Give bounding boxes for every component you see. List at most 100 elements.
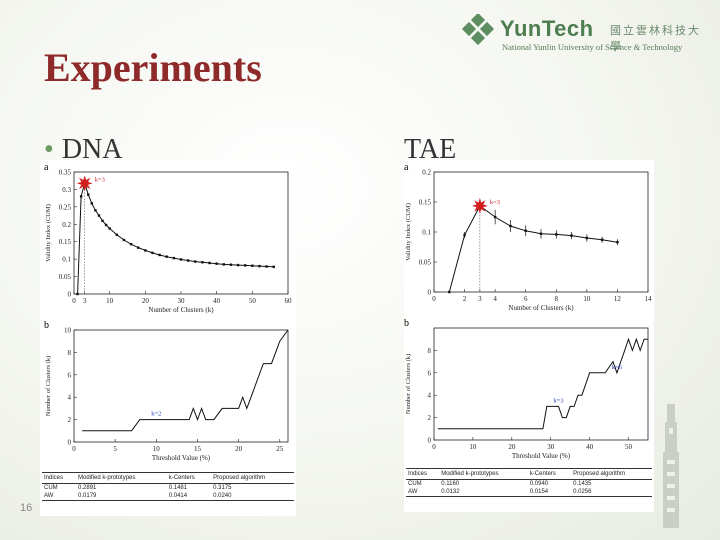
dna-a-ytick-label: 0.15 <box>59 238 72 246</box>
table-row: AW 0.0132 0.0154 0.0256 <box>406 488 652 497</box>
dna-a-data-point <box>115 233 118 236</box>
dna-charts: a0 3 10 20 30 40 50 6000.050.10.150.20.250.30.3… <box>44 162 292 462</box>
dna-b-ytick-label: 0 <box>68 439 72 447</box>
dna-b-xtick-label: 20 <box>235 445 243 453</box>
dna-a-data-point <box>222 263 225 266</box>
dna-a-data-point <box>236 263 240 267</box>
tae-a-ytick-label: 0.1 <box>422 229 431 237</box>
slide-title: Experiments <box>44 45 262 90</box>
dna-a-chart: a0 3 10 20 30 40 50 6000.050.10.150.20.250.30.3… <box>44 162 292 314</box>
dna-a-data-point <box>90 202 94 205</box>
dna-b-annotation-label: k=2 <box>151 411 161 418</box>
dna-a-data-point <box>122 238 126 242</box>
tae-charts: a 0 2 3 4 6 8 10 12 14 0 0.05 0.1 0.15 0.2 Number of Cl… <box>404 162 652 460</box>
tae-b-ylabel: Number of Clusters (k) <box>405 354 412 414</box>
clock-tower-decoration-icon <box>663 404 679 528</box>
tae-a-panel-label: a <box>404 162 409 173</box>
dna-a-xtick-label: 30 <box>178 297 186 305</box>
tae-a-xtick-label: 2 <box>463 295 467 303</box>
table-row: CUM 0.1160 0.0940 0.1435 <box>406 480 652 489</box>
tae-b-chart: b 0 10 20 30 40 50 0 2 4 6 8 Threshold Value (%) Numb… <box>404 318 649 460</box>
dna-b-xtick-label: 0 <box>72 445 76 453</box>
dna-a-data-point <box>272 265 275 269</box>
tae-a-ytick-label: 0 <box>428 289 432 297</box>
dna-a-data-point <box>101 219 104 222</box>
dna-a-data-point <box>76 292 79 296</box>
dna-a-data-point <box>215 262 218 265</box>
tae-a-xlabel: Number of Clusters (k) <box>508 304 574 312</box>
dna-b-ytick-label: 6 <box>68 371 72 379</box>
dna-a-series-line <box>77 181 274 295</box>
dna-b-ytick-label: 8 <box>68 349 72 357</box>
dna-a-data-point <box>179 258 183 261</box>
dna-a-xtick-label: 50 <box>249 297 256 305</box>
table-cell: 0.1435 <box>573 481 592 487</box>
tae-a-xtick-label: 8 <box>555 295 559 303</box>
dna-a-data-point <box>208 261 211 265</box>
dna-a-data-point <box>108 227 111 230</box>
dna-a-xlabel: Number of Clusters (k) <box>148 306 214 314</box>
tae-b-ytick-label: 6 <box>428 369 432 377</box>
dna-a-ytick-label: 0.3 <box>62 186 71 194</box>
tae-b-ytick-label: 4 <box>428 392 432 400</box>
table-cell: AW <box>406 488 440 497</box>
tae-a-ytick-label: 0.05 <box>419 259 432 267</box>
logo-emblem-icon <box>461 12 495 46</box>
dna-b-series-line <box>82 329 289 432</box>
logo-chinese-name: 國立雲林科技大學 <box>610 24 701 53</box>
dna-a-data-point <box>144 249 147 252</box>
dna-a-data-point <box>186 259 190 262</box>
tae-a-highlight-label: k=3 <box>490 199 500 206</box>
dna-a-data-point <box>137 246 140 249</box>
tae-a-xtick-label: 3 <box>478 295 482 303</box>
tae-a-data-point <box>448 290 451 294</box>
table-row: CUM 0.2891 0.1481 0.3175 <box>42 484 294 493</box>
table-header-cell: Modified k-prototypes <box>439 468 528 480</box>
tae-results-table: Indices Modified k-prototypes k-Centers Pro… <box>406 468 652 497</box>
dna-a-data-point <box>251 264 254 267</box>
dna-a-xtick-label: 3 <box>83 297 87 305</box>
table-cell: CUM <box>44 485 58 491</box>
tae-b-xtick-label: 20 <box>508 443 516 451</box>
table-header-cell: Proposed algorithm <box>211 472 294 484</box>
dna-a-data-point <box>158 253 161 257</box>
table-cell: 0.1160 <box>441 481 460 487</box>
dna-b-xtick-label: 15 <box>194 445 202 453</box>
tae-a-xtick-label: 12 <box>614 295 622 303</box>
dna-a-data-point <box>94 209 97 212</box>
tae-a-ytick-label: 0.15 <box>419 199 432 207</box>
dna-b-ytick-label: 4 <box>68 394 72 402</box>
table-cell: 0.0179 <box>76 492 167 501</box>
tae-a-xtick-label: 0 <box>432 295 436 303</box>
dna-a-data-point <box>258 264 261 268</box>
table-header-cell: k-Centers <box>527 468 572 480</box>
dna-a-data-point <box>201 261 204 264</box>
tae-table-table: Indices Modified k-prototypes k-Centers Pro… <box>406 468 652 497</box>
bullet-dot-icon: • <box>44 134 54 165</box>
tae-a-ytick-label: 0.2 <box>422 169 431 177</box>
table-cell: 0.0256 <box>571 488 652 497</box>
table-cell: AW <box>42 492 77 501</box>
table-cell: 0.0154 <box>527 488 572 497</box>
tae-b-annotation-label: k=6 <box>612 364 623 371</box>
table-header-cell: Modified k-prototypes <box>76 472 167 484</box>
bullet-dna: • DNA <box>44 134 122 166</box>
tae-b-panel-label: b <box>404 318 409 329</box>
table-cell: 0.0414 <box>166 492 212 501</box>
dna-a-ylabel: Validity Index (CUM) <box>45 204 52 262</box>
dna-a-data-point <box>194 260 197 263</box>
dna-a-data-point <box>151 251 154 255</box>
table-row: AW 0.0179 0.0414 0.0240 <box>42 492 294 501</box>
dna-a-data-point <box>129 242 133 246</box>
dna-a-data-point <box>104 223 108 227</box>
logo-subtitle: National Yunlin University of Science & … <box>502 42 683 52</box>
tae-a-series-line <box>448 205 618 293</box>
table-cell: 0.1481 <box>168 485 188 491</box>
table-cell: 0.0132 <box>439 488 528 497</box>
dna-a-data-point <box>165 255 168 258</box>
dna-a-panel-label: a <box>44 162 49 173</box>
table-cell: 0.0240 <box>211 492 294 501</box>
table-header-row: Indices Modified k-prototypes k-Centers Pro… <box>406 468 652 480</box>
dna-a-axes-frame <box>73 171 289 295</box>
